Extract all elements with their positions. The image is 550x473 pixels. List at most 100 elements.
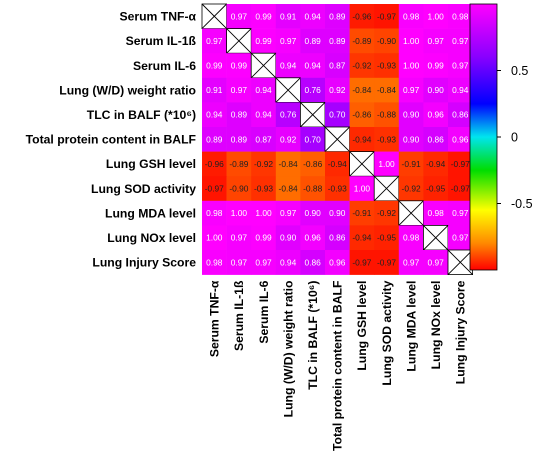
heatmap-cell [251,151,277,177]
column-label: Lung NOx level [429,281,443,370]
cell-value-label: -0.95 [426,184,445,194]
heatmap-cell [448,200,473,226]
heatmap-cell [448,127,473,152]
heatmap-cell [423,28,449,54]
heatmap-cell [226,200,252,226]
row-label: Lung NOx level [107,231,196,245]
column-labels: Serum TNF-α Serum IL-1ß Serum IL-6 Lung (W/… [208,280,468,451]
heatmap-cell [251,127,277,152]
column-label: Serum IL-6 [257,280,271,343]
cell-value-label: 0.76 [280,110,297,120]
cell-value-label: 0.89 [206,134,223,144]
heatmap-cell [251,200,277,226]
heatmap-cell [251,28,277,54]
cell-value-label: 0.99 [428,61,445,71]
heatmap-cell [349,176,375,202]
cell-value-label: 0.94 [280,257,297,267]
heatmap-cell [275,200,301,226]
heatmap-cell [325,28,350,54]
cell-value-label: -0.91 [402,159,421,169]
column-label: Lung MDA level [404,281,418,372]
diagonal-cross-line [447,249,473,275]
row-label: Serum IL-6 [133,59,196,73]
heatmap-cell [226,4,252,29]
diagonal-cross-line [373,175,400,202]
heatmap-cell [275,28,301,54]
cell-value-label: 0.86 [305,257,322,267]
heatmap-cell [325,102,350,128]
heatmap-cell [300,151,326,177]
cell-value-label: 0.94 [452,85,469,95]
cell-value-label: -0.86 [352,110,371,120]
heatmap-cell [349,28,375,54]
cell-value-label: -0.94 [328,159,347,169]
heatmap-cell [423,77,449,103]
cell-value-label: -0.94 [352,134,371,144]
heatmap-cell [300,53,326,79]
heatmap-cell [448,53,473,79]
heatmap-cell [398,151,424,177]
heatmap-cell [398,53,424,79]
heatmap-cells: 0.97 0.99 0.91 0.94 0.89 -0.96 -0.97 0.98 1.00 0.… [201,3,474,276]
cell-value-label: 0.97 [403,85,420,95]
heatmap-cell [226,127,252,152]
cell-value-label: 0.97 [231,233,248,243]
cell-value-label: -0.96 [352,11,371,21]
cell-value-label: 0.90 [403,110,420,120]
row-label: Serum TNF-α [119,10,196,24]
cell-value-label: 0.96 [452,134,469,144]
heatmap-cell [374,151,400,177]
heatmap-cell [398,127,424,152]
cell-value-label: 0.97 [452,36,469,46]
heatmap-cell [300,250,326,275]
cell-value-label: -0.95 [377,233,396,243]
heatmap-cell [448,102,473,128]
heatmap-cell [251,4,277,29]
row-label: Lung Injury Score [92,256,196,270]
cell-value-label: 0.86 [452,110,469,120]
cell-value-label: 0.96 [329,257,346,267]
row-label: Lung (W/D) weight ratio [59,83,196,97]
heatmap-cell [226,225,252,251]
cell-value-label: 0.99 [255,11,272,21]
cell-value-label: 0.89 [231,134,248,144]
cell-value-label: -0.93 [254,184,273,194]
heatmap-cell [423,151,449,177]
heatmap-cell [448,28,473,54]
colorbar-tick-label: 0.5 [511,64,528,78]
cell-value-label: 0.97 [452,208,469,218]
heatmap-cell [448,4,473,29]
diagonal-cross-line [324,126,350,152]
cell-value-label: 0.98 [403,11,420,21]
heatmap-cell [325,77,350,103]
cell-value-label: 1.00 [378,159,395,169]
cell-value-label: 0.97 [428,36,445,46]
heatmap-cell [202,77,227,103]
column-label: Lung Injury Score [454,280,468,384]
heatmap-cell [349,225,375,251]
cell-value-label: -0.97 [451,159,470,169]
cell-value-label: -0.96 [205,159,224,169]
cell-value-label: -0.86 [303,159,322,169]
heatmap-cell [423,127,449,152]
heatmap-cell [300,176,326,202]
heatmap-cell [398,176,424,202]
cell-value-label: 0.98 [428,208,445,218]
cell-value-label: 0.97 [231,85,248,95]
heatmap-cell [251,225,277,251]
heatmap-cell [275,250,301,275]
cell-value-label: 0.86 [329,233,346,243]
row-label: Total protein content in BALF [26,133,196,147]
heatmap-cell [349,77,375,103]
cell-value-label: 0.91 [206,85,223,95]
cell-value-label: 0.94 [255,85,272,95]
heatmap-cell [300,225,326,251]
cell-value-label: -0.84 [279,184,298,194]
cell-value-label: 0.94 [305,61,322,71]
cell-value-label: 0.94 [305,11,322,21]
diagonal-cross-line [275,77,301,103]
heatmap-cell [202,53,227,79]
heatmap-cell [226,250,252,275]
cell-value-label: 0.94 [255,110,272,120]
cell-value-label: 1.00 [403,61,420,71]
